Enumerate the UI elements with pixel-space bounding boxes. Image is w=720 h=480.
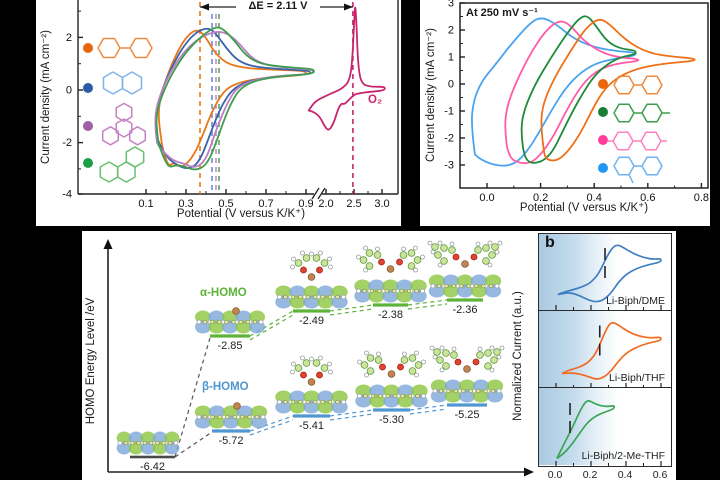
- subplot-dme: Li-Biph/DME: [539, 234, 671, 310]
- energy-value: -2.49: [298, 315, 325, 327]
- subplot-2methf: Li-Biph/2-Me-THF: [539, 387, 671, 466]
- svg-text:3: 3: [448, 0, 454, 10]
- svg-text:0: 0: [448, 79, 454, 91]
- energy-diagram-graphics: [103, 239, 534, 477]
- normalized-current-axis-label: Normalized Current (a.u.): [512, 291, 524, 421]
- cv-k-arenes-plot: 0.1 0.3 0.5 0.7 0.9 2.0 2.5 3.0 2 0 -2 -4: [62, 0, 399, 210]
- legend-dot-triphenylene: [83, 121, 93, 131]
- molecular-orbital-graphic: [275, 390, 348, 414]
- o2-label: O₂: [368, 94, 383, 106]
- x-axis-label: Potential (V versus K/K⁺): [176, 208, 306, 220]
- legend-dot-dimethylbiphenyl: [598, 135, 608, 145]
- solvent-molecule-graphic: [290, 355, 333, 386]
- solvent-molecule-graphic: [357, 350, 426, 378]
- subplot-label: Li-Biph/THF: [608, 372, 665, 384]
- svg-text:0.3: 0.3: [178, 198, 193, 210]
- svg-text:-1: -1: [444, 106, 454, 118]
- svg-text:0.0: 0.0: [479, 192, 494, 204]
- svg-text:0.1: 0.1: [138, 198, 153, 210]
- svg-text:2.0: 2.0: [318, 198, 333, 210]
- legend-dot-naphthalene: [83, 83, 93, 93]
- homo-energy-diagram: HOMO Energy Level /eV α-HOMO β-HOMO -6.4…: [82, 231, 676, 480]
- cv-biphenyls-plot: 0.0 0.2 0.4 0.6 0.8 3 2 1 0 -1 -2 -3: [444, 0, 709, 204]
- subplot-thf: Li-Biph/THF: [539, 310, 671, 388]
- svg-text:2.5: 2.5: [346, 198, 361, 210]
- svg-text:0: 0: [66, 85, 72, 97]
- legend-dot-4-methylbiphenyl: [598, 107, 608, 117]
- x-tick-label: 0.4: [617, 469, 633, 480]
- energy-value: -5.25: [454, 409, 480, 421]
- svg-text:-2: -2: [444, 133, 454, 145]
- energy-value: -5.41: [298, 420, 325, 432]
- svg-text:-3: -3: [444, 160, 454, 172]
- 2methf-cv-plot: [555, 400, 662, 466]
- molecular-orbital-graphic: [430, 379, 504, 403]
- legend-dot-2-methylbiphenyl: [598, 163, 608, 173]
- svg-text:2: 2: [448, 25, 454, 37]
- molecular-orbital-graphic: [355, 384, 428, 408]
- molecular-orbital-graphic: [194, 402, 268, 429]
- x-tick-label: 0.0: [547, 469, 563, 480]
- y-axis-label: HOMO Energy Level /eV: [85, 297, 97, 425]
- molecular-orbital-graphic: [275, 285, 348, 309]
- svg-text:0.6: 0.6: [640, 192, 655, 204]
- dme-cv-plot: [555, 244, 662, 310]
- li-biph-solvent-cv-panel: Li-Biph/DME Li-Biph/THF Li-Biph/2-Me-THF…: [538, 233, 672, 467]
- cv-panel-k-arenes: 0.1 0.3 0.5 0.7 0.9 2.0 2.5 3.0 2 0 -2 -4 Current d…: [36, 0, 401, 226]
- molecular-orbital-graphic: [354, 279, 427, 303]
- solvent-molecule-graphic: [356, 245, 425, 273]
- svg-text:0.2: 0.2: [533, 192, 548, 204]
- energy-value: -6.42: [139, 461, 166, 473]
- svg-text:1: 1: [448, 52, 454, 64]
- legend-dot-biphenyl: [83, 43, 93, 53]
- subplot-label: Li-Biph/2-Me-THF: [581, 450, 665, 462]
- molecular-orbital-graphic: [195, 307, 265, 334]
- x-tick-label: 0.2: [582, 469, 598, 480]
- svg-text:3.0: 3.0: [374, 198, 389, 210]
- molecular-orbital-graphic: [428, 274, 502, 298]
- delta-e-annotation: ΔE = 2.11 V: [236, 0, 320, 12]
- y-axis-label: Current density (mA cm⁻²): [425, 28, 437, 162]
- legend-dot-biphenyl: [598, 79, 608, 89]
- y-axis-label: Current density (mA cm⁻²): [40, 30, 52, 164]
- legend-dot-phenanthrene: [83, 158, 93, 168]
- svg-text:0.8: 0.8: [694, 192, 709, 204]
- svg-text:0.9: 0.9: [298, 198, 313, 210]
- solvent-molecule-graphic: [427, 240, 503, 268]
- solvent-molecule-graphic: [290, 250, 333, 281]
- svg-text:2: 2: [66, 32, 72, 44]
- cv-panel-biphenyls: 0.0 0.2 0.4 0.6 0.8 3 2 1 0 -1 -2 -3 At 250 mV s⁻¹ …: [420, 0, 710, 226]
- energy-value: -2.36: [452, 304, 478, 316]
- scan-rate-label: At 250 mV s⁻¹: [466, 7, 538, 19]
- svg-text:0.7: 0.7: [258, 198, 273, 210]
- svg-text:-2: -2: [62, 137, 72, 149]
- x-tick-label: 0.6: [652, 469, 668, 480]
- svg-text:-4: -4: [62, 189, 72, 201]
- molecular-orbital-graphic: [116, 431, 180, 455]
- svg-text:0.4: 0.4: [587, 192, 602, 204]
- alpha-homo-label: α-HOMO: [200, 287, 247, 299]
- panel-b-label: b: [545, 234, 555, 251]
- x-axis-label: Potential (V versus K/K⁺): [519, 202, 649, 214]
- energy-value: -5.30: [378, 414, 405, 426]
- subplot-label: Li-Biph/DME: [606, 295, 665, 307]
- svg-text:0.5: 0.5: [218, 198, 233, 210]
- energy-value: -2.38: [377, 309, 404, 321]
- energy-value: -5.72: [218, 435, 244, 447]
- energy-value: -2.85: [217, 340, 243, 352]
- beta-homo-label: β-HOMO: [202, 381, 249, 393]
- solvent-molecule-graphic: [429, 345, 505, 373]
